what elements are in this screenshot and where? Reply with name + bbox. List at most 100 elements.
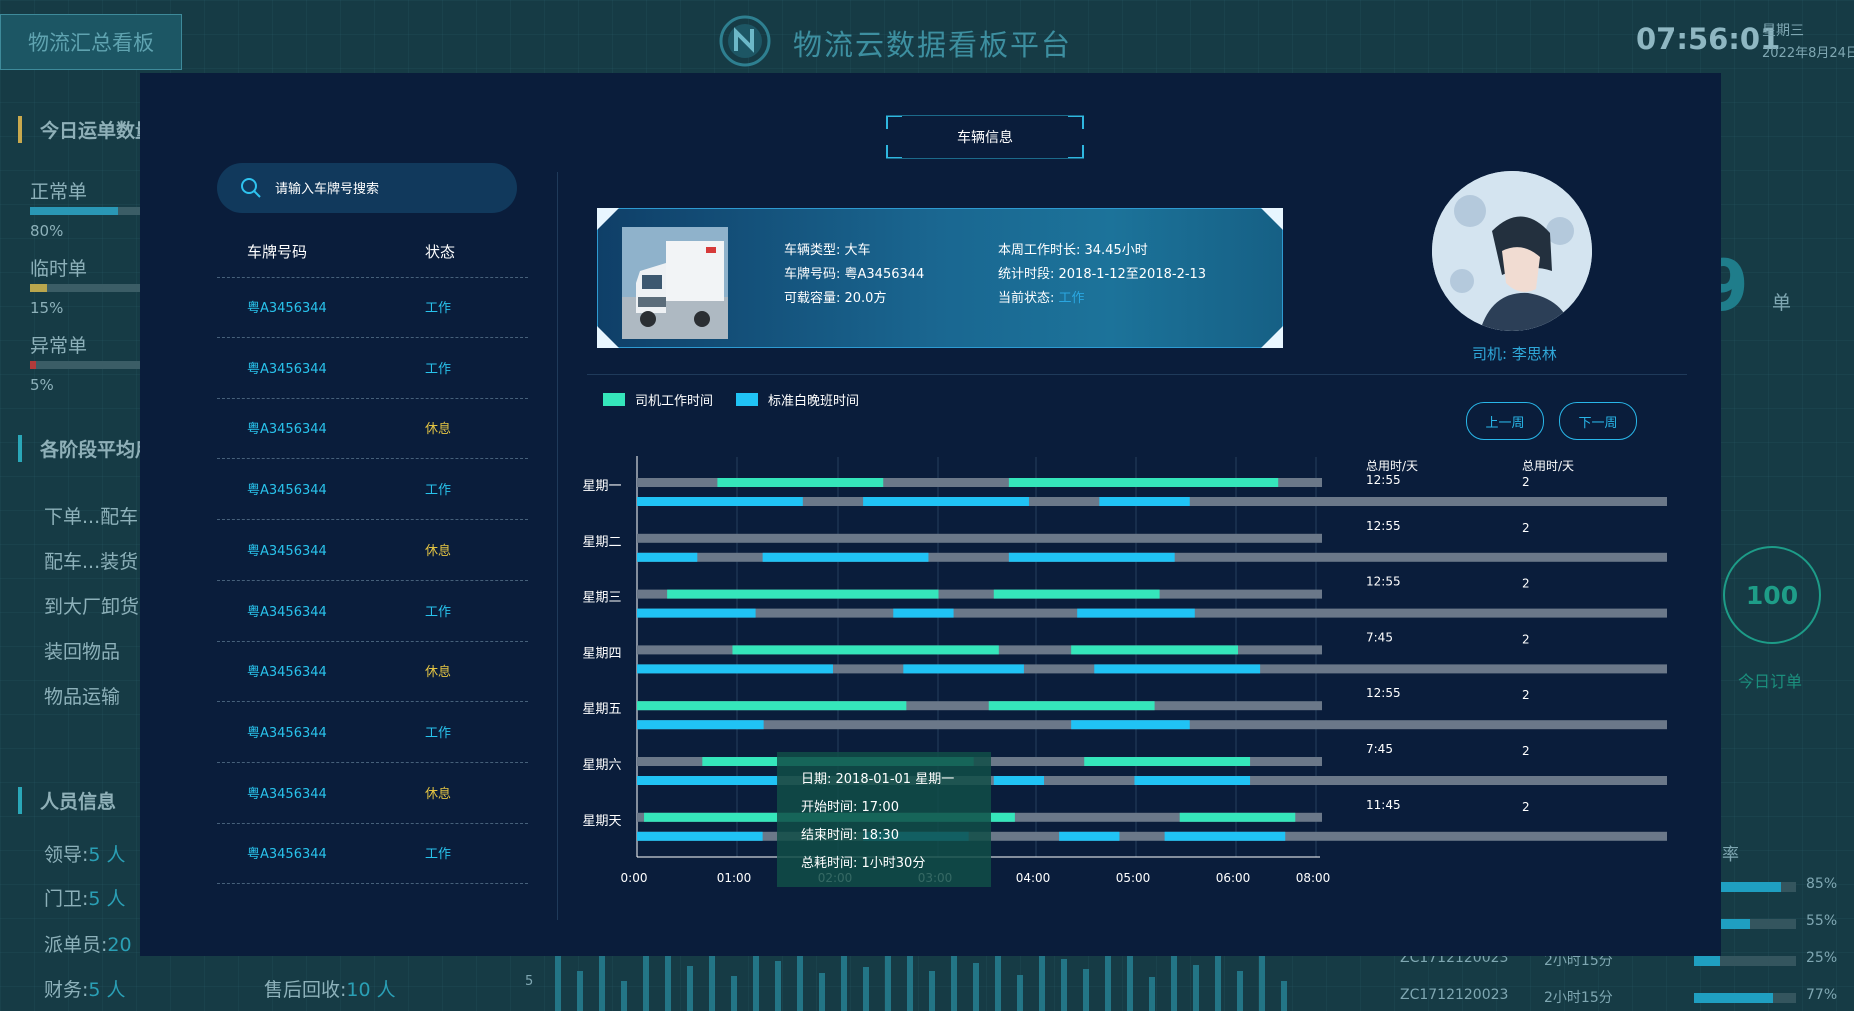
bg-bar: [753, 936, 759, 1011]
bg-bar: [995, 951, 1001, 1011]
day-count: 2: [1522, 577, 1530, 591]
order-type-bar-fill: [30, 207, 118, 215]
x-tick-label: 06:00: [1216, 871, 1251, 885]
weekly-hours: 本周工作时长: 34.45小时: [998, 243, 1148, 258]
standard-shift-bar: [863, 497, 1029, 506]
driver-work-bar: [637, 701, 907, 711]
bg-bar: [643, 956, 649, 1011]
corner-decoration: [1068, 115, 1084, 129]
bg-bar: [1171, 947, 1177, 1011]
bg-bar: [1061, 959, 1067, 1011]
vehicle-list-item[interactable]: 粤A3456344 工作: [217, 338, 528, 399]
standard-shift-bar: [637, 664, 833, 674]
rate-bar: [1694, 956, 1796, 966]
vehicle-plate-cell: 粤A3456344: [247, 301, 327, 316]
vehicle-list-item[interactable]: 粤A3456344 休息: [217, 641, 528, 703]
rate-row: 55%: [1400, 913, 1854, 933]
vehicle-list-item[interactable]: 粤A3456344 工作: [217, 277, 528, 338]
vehicle-list-item[interactable]: 粤A3456344 工作: [217, 581, 528, 642]
order-type-bar-fill: [30, 361, 36, 369]
x-tick-label: 01:00: [717, 871, 752, 885]
stage-item: 配车...装货: [44, 551, 139, 573]
vehicle-plate-cell: 粤A3456344: [247, 361, 327, 377]
title-top-line: [886, 115, 1084, 116]
bg-bar: [709, 946, 715, 1011]
vehicle-status-cell: 工作: [425, 483, 452, 499]
vehicle-list-item[interactable]: 粤A3456344 工作: [217, 702, 528, 763]
order-type-label: 正常单: [30, 181, 88, 203]
rate-bar: [1694, 993, 1796, 1003]
top-bar: 物流汇总看板 物流云数据看板平台 07:56:01 星期三 2022年8月24日: [0, 0, 1854, 84]
vehicle-status-cell: 休息: [425, 665, 452, 681]
standard-shift-bar: [1008, 552, 1175, 562]
plate-search[interactable]: [217, 163, 517, 213]
legend-item-driver: 司机工作时间: [603, 390, 713, 409]
bg-bar: [1083, 969, 1089, 1011]
bg-bar: [555, 951, 561, 1011]
rate-row: ZC1712120023 2小时15分 77%: [1400, 987, 1854, 1007]
modal-title: 车辆信息: [957, 130, 1013, 146]
rate-duration: 2小时15分: [1544, 953, 1613, 969]
weekday: 星期三: [1762, 23, 1804, 39]
next-week-button[interactable]: 下一周: [1559, 402, 1637, 440]
bg-bar: [951, 941, 957, 1011]
bg-bar: [621, 981, 627, 1011]
vehicle-list-item[interactable]: 粤A3456344 休息: [217, 398, 528, 460]
personnel-value: 10 人: [346, 979, 396, 1001]
rate-bar-fill: [1694, 919, 1751, 929]
rate-percent: 85%: [1806, 876, 1838, 892]
vehicle-status-cell: 工作: [425, 604, 452, 620]
day-count: 2: [1522, 475, 1530, 489]
rate-code: ZC1712120023: [1400, 987, 1509, 1003]
day-count: 2: [1522, 800, 1530, 814]
legend-swatch: [603, 393, 625, 406]
stat-period: 统计时段: 2018-1-12至2018-2-13: [998, 267, 1207, 282]
day-total-time: 12:55: [1366, 473, 1401, 487]
today-order-ring: 100: [1723, 546, 1821, 644]
order-type-percent: 80%: [30, 222, 64, 240]
vehicle-plate-cell: 粤A3456344: [247, 847, 327, 863]
day-label: 星期天: [582, 814, 621, 829]
driver-work-bar: [993, 589, 1160, 599]
rate-bar: [1694, 919, 1796, 929]
standard-shift-bar: [1164, 831, 1286, 841]
vehicle-plate-cell: 粤A3456344: [247, 483, 327, 499]
order-unit: 单: [1772, 292, 1792, 314]
day-label: 星期二: [582, 535, 621, 550]
vehicle-capacity: 可载容量: 20.0方: [784, 291, 887, 306]
standard-shift-bar: [1077, 608, 1195, 618]
vehicle-list-item[interactable]: 粤A3456344 工作: [217, 459, 528, 521]
bg-bar: [1281, 981, 1287, 1011]
x-tick-label: 08:00: [1296, 871, 1331, 885]
vehicle-list-item[interactable]: 粤A3456344 休息: [217, 520, 528, 581]
bg-bar: [577, 971, 583, 1011]
driver-work-bar: [1179, 812, 1296, 822]
bg-bar: [1105, 943, 1111, 1011]
driver-work-bar: [667, 589, 939, 599]
personnel-value: 5 人: [88, 979, 126, 1001]
standard-shift-bar: [1094, 664, 1261, 674]
day-label: 星期三: [582, 591, 621, 606]
plate-column-header: 车牌号码: [247, 243, 308, 261]
rate-percent: 55%: [1806, 913, 1838, 929]
bg-bar: [1039, 937, 1045, 1011]
day-label: 星期一: [582, 479, 621, 494]
summary-dashboard-button[interactable]: 物流汇总看板: [0, 14, 182, 70]
rate-duration: 2小时15分: [1544, 990, 1613, 1006]
standard-track: [637, 831, 1667, 841]
day-count: 2: [1522, 688, 1530, 702]
prev-week-button[interactable]: 上一周: [1466, 402, 1544, 440]
stage-item: 物品运输: [44, 686, 121, 708]
total-column-header: 总用时/天: [1366, 459, 1418, 473]
bg-bar: [1127, 955, 1133, 1011]
vehicle-list-item[interactable]: 粤A3456344 工作: [217, 823, 528, 885]
day-count: 2: [1522, 521, 1530, 535]
vehicle-list-item[interactable]: 粤A3456344 休息: [217, 763, 528, 824]
standard-shift-bar: [903, 664, 1024, 674]
bg-bar: [819, 973, 825, 1011]
vehicle-status-cell: 休息: [425, 422, 452, 438]
modal-title-tab[interactable]: 车辆信息: [886, 115, 1084, 159]
rate-bar-fill: [1694, 882, 1781, 892]
today-order-label: 今日订单: [1738, 672, 1803, 691]
search-input[interactable]: [273, 175, 507, 203]
